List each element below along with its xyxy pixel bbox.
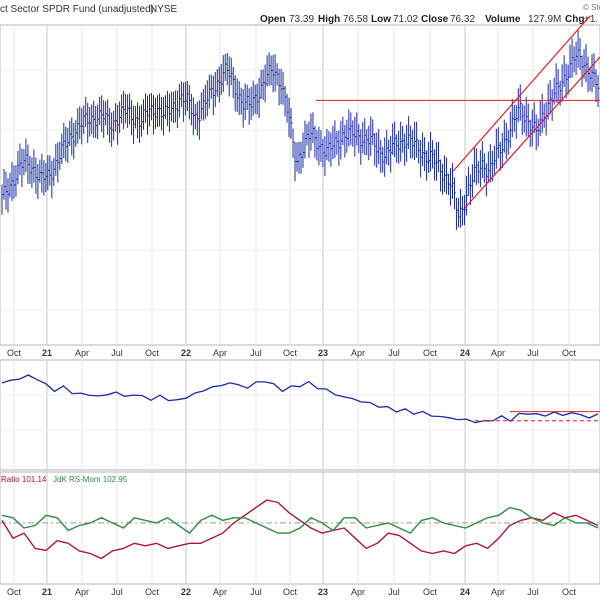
x-tick-label: Oct [283, 587, 298, 597]
copyright-text: © Sto [583, 3, 600, 12]
open-label: Open [260, 14, 286, 25]
x-tick-label: 24 [460, 348, 470, 358]
rs-line [1, 374, 599, 424]
volume-label: Volume [485, 14, 521, 25]
x-tick-label: Jul [388, 348, 400, 358]
momentum-series [0, 499, 600, 560]
x-tick-label: Apr [213, 348, 227, 358]
x-tick-label: Jul [388, 587, 400, 597]
price-series [1, 30, 600, 230]
x-tick-label: Jul [111, 348, 123, 358]
x-tick-label: Apr [491, 587, 505, 597]
x-tick-label: Apr [75, 587, 89, 597]
x-tick-label: Apr [491, 348, 505, 358]
x-tick-label: Oct [7, 587, 22, 597]
x-axis-ticks: Oct 21 Apr Jul Oct 22 Apr Jul Oct 23 Apr Jul Oct 24 Ap… [7, 348, 577, 597]
x-tick-label: Oct [145, 587, 160, 597]
x-tick-label: Apr [213, 587, 227, 597]
x-tick-label: Apr [351, 587, 365, 597]
grid-layer [0, 25, 600, 584]
x-tick-label: Oct [283, 348, 298, 358]
chart-title: ct Sector SPDR Fund (unadjusted) [0, 4, 154, 15]
x-tick-label: 21 [42, 587, 52, 597]
high-value: 76.58 [343, 14, 368, 25]
x-tick-label: Oct [7, 348, 22, 358]
x-tick-label: Oct [423, 587, 438, 597]
legend-rs-momentum: JdK RS-Mom 102.95 [53, 475, 128, 484]
x-tick-label: Oct [562, 587, 577, 597]
header-bar [0, 0, 600, 25]
rs-ratio-line [1, 499, 599, 560]
x-tick-label: Apr [75, 348, 89, 358]
x-tick-label: 22 [181, 348, 191, 358]
high-label: High [318, 14, 340, 25]
chg-label: Chg [565, 14, 584, 25]
open-value: 73.39 [289, 14, 314, 25]
x-tick-label: Oct [145, 348, 160, 358]
x-tick-label: Jul [250, 587, 262, 597]
rs-panel [0, 359, 600, 471]
x-tick-label: Jul [527, 587, 539, 597]
x-tick-label: 23 [318, 348, 328, 358]
chg-value: +1. [584, 14, 598, 25]
x-tick-label: Jul [111, 587, 123, 597]
channel-upper-line [452, 15, 591, 172]
x-tick-label: 23 [318, 587, 328, 597]
rs-series [1, 374, 600, 424]
x-tick-label: Jul [527, 348, 539, 358]
x-tick-label: Oct [423, 348, 438, 358]
close-value: 76.32 [450, 14, 475, 25]
x-tick-label: Oct [562, 348, 577, 358]
rs-momentum-line [1, 506, 599, 534]
x-tick-label: 22 [181, 587, 191, 597]
x-tick-label: Apr [351, 348, 365, 358]
price-panel [0, 24, 600, 346]
x-tick-label: 21 [42, 348, 52, 358]
volume-value: 127.9M [528, 14, 561, 25]
low-value: 71.02 [393, 14, 418, 25]
annotation-layer [316, 15, 600, 209]
channel-lower-line [464, 56, 600, 209]
close-label: Close [421, 14, 449, 25]
low-label: Low [371, 14, 391, 25]
exchange-label: NYSE [150, 4, 178, 15]
x-tick-label: 24 [460, 587, 470, 597]
legend-rs-ratio: Ratio 101.14 [1, 475, 47, 484]
x-tick-label: Jul [250, 348, 262, 358]
